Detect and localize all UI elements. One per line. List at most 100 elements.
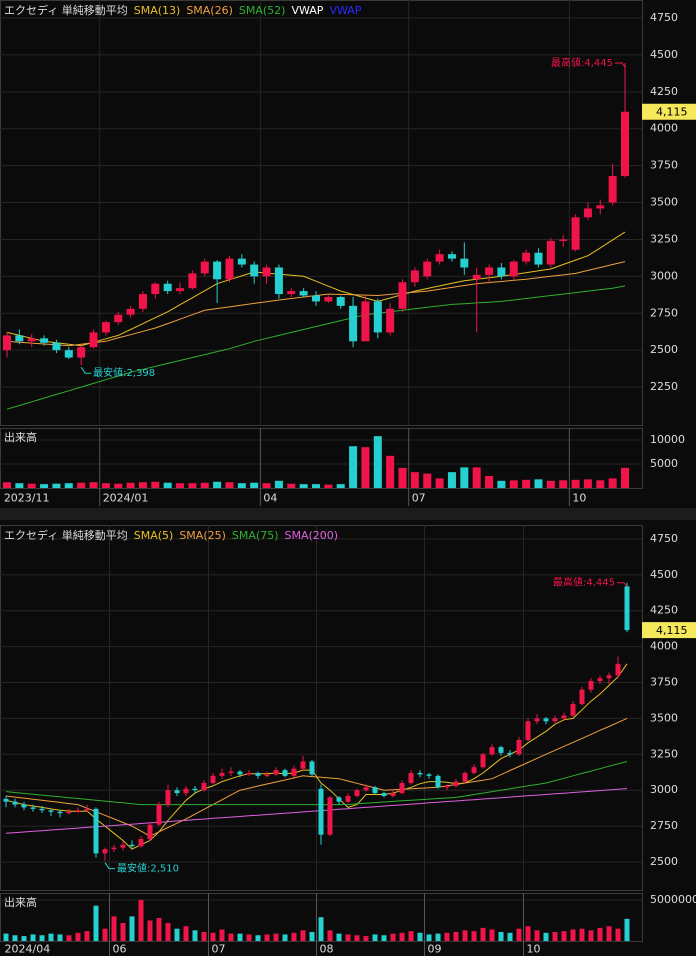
- candle-body: [624, 586, 630, 631]
- volume-bar: [282, 934, 288, 941]
- x-tick-label: 07: [212, 943, 226, 956]
- x-tick-label: 2024/01: [103, 492, 149, 505]
- y-tick-label: 3500: [650, 196, 678, 209]
- volume-bar: [174, 928, 180, 941]
- candle-body: [77, 347, 86, 358]
- panel-separator: [0, 508, 696, 520]
- sma-line: [6, 231, 626, 347]
- volume-bar: [480, 927, 486, 941]
- volume-bar: [349, 446, 358, 488]
- candle-body: [300, 761, 306, 769]
- volume-bar: [75, 932, 81, 941]
- sma-line: [6, 285, 626, 410]
- candle-body: [89, 332, 98, 348]
- volume-bar: [606, 926, 612, 941]
- volume-bar: [583, 479, 592, 488]
- legend-entry: エクセディ 単純移動平均: [4, 3, 128, 17]
- candle-body: [39, 808, 45, 811]
- candle-body: [471, 767, 477, 773]
- candle-body: [489, 747, 495, 755]
- candle-body: [398, 282, 407, 309]
- volume-tick-label: 5000: [650, 457, 678, 470]
- volume-bar: [246, 934, 252, 941]
- candle-body: [583, 208, 592, 218]
- volume-bar: [417, 932, 423, 941]
- y-tick-label: 3000: [650, 269, 678, 282]
- candle-body: [543, 718, 549, 722]
- y-tick-label: 3250: [650, 232, 678, 245]
- candle-body: [274, 267, 283, 295]
- candle-body: [596, 205, 605, 209]
- volume-bar: [507, 932, 513, 941]
- volume-bar: [201, 931, 207, 941]
- candle-body: [426, 774, 432, 776]
- sma-line: [5, 761, 628, 806]
- low-annotation: 最安値:2,398: [93, 366, 155, 379]
- volume-bar: [192, 930, 198, 941]
- candle-body: [213, 261, 222, 280]
- last-price-label: 4,115: [656, 106, 688, 119]
- candle-body: [363, 787, 369, 791]
- candle-body: [552, 718, 558, 722]
- volume-bar: [102, 928, 108, 941]
- x-tick-label: 2023/11: [4, 492, 50, 505]
- candle-body: [588, 681, 594, 690]
- y-tick-label: 4750: [650, 532, 678, 545]
- volume-bar: [363, 936, 369, 941]
- volume-bar: [225, 482, 234, 488]
- candle-body: [485, 267, 494, 275]
- volume-bar: [255, 935, 261, 941]
- volume-bar: [89, 482, 98, 488]
- candle-body: [390, 793, 396, 796]
- volume-bar: [489, 929, 495, 941]
- volume-bar: [163, 482, 172, 488]
- high-annotation: 最高値:4,445: [551, 56, 613, 69]
- x-tick-label: 10: [527, 943, 541, 956]
- y-tick-label: 2750: [650, 306, 678, 319]
- volume-bar: [156, 918, 162, 941]
- volume-bar: [361, 447, 370, 488]
- candle-body: [273, 770, 279, 775]
- volume-label: 出来高: [4, 895, 37, 909]
- candle-body: [101, 322, 110, 333]
- candle-body: [52, 342, 61, 351]
- candle-body: [410, 270, 419, 283]
- volume-bar: [345, 934, 351, 941]
- volume-bar: [138, 899, 144, 941]
- volume-bar: [52, 483, 61, 488]
- volume-bar: [147, 920, 153, 941]
- sma-line: [5, 717, 628, 837]
- candle-body: [559, 239, 568, 241]
- volume-bar: [309, 931, 315, 941]
- legend-entry: SMA(200): [284, 529, 338, 542]
- volume-bar: [426, 934, 432, 941]
- candle-body: [309, 761, 315, 775]
- candle-body: [84, 808, 90, 811]
- volume-bar: [250, 482, 259, 488]
- legend-entry: SMA(25): [179, 529, 226, 542]
- x-tick-label: 09: [428, 943, 442, 956]
- volume-bar: [381, 935, 387, 941]
- candle-body: [255, 772, 261, 776]
- volume-bar: [188, 483, 197, 488]
- y-tick-label: 4250: [650, 85, 678, 98]
- volume-bar: [460, 467, 469, 488]
- candle-body: [534, 252, 543, 265]
- volume-bar: [498, 931, 504, 941]
- candle-body: [40, 338, 49, 343]
- candle-body: [606, 675, 612, 679]
- volume-bar: [552, 931, 558, 941]
- volume-bar: [120, 922, 126, 941]
- candle-body: [579, 689, 585, 705]
- candle-body: [237, 258, 246, 265]
- volume-bar: [318, 917, 324, 941]
- volume-bar: [300, 930, 306, 941]
- candle-body: [163, 283, 172, 292]
- volume-bar: [571, 479, 580, 488]
- volume-bar: [3, 933, 9, 941]
- y-tick-label: 4750: [650, 11, 678, 24]
- candle-body: [381, 793, 387, 796]
- candle-body: [176, 288, 185, 292]
- volume-bar: [372, 934, 378, 941]
